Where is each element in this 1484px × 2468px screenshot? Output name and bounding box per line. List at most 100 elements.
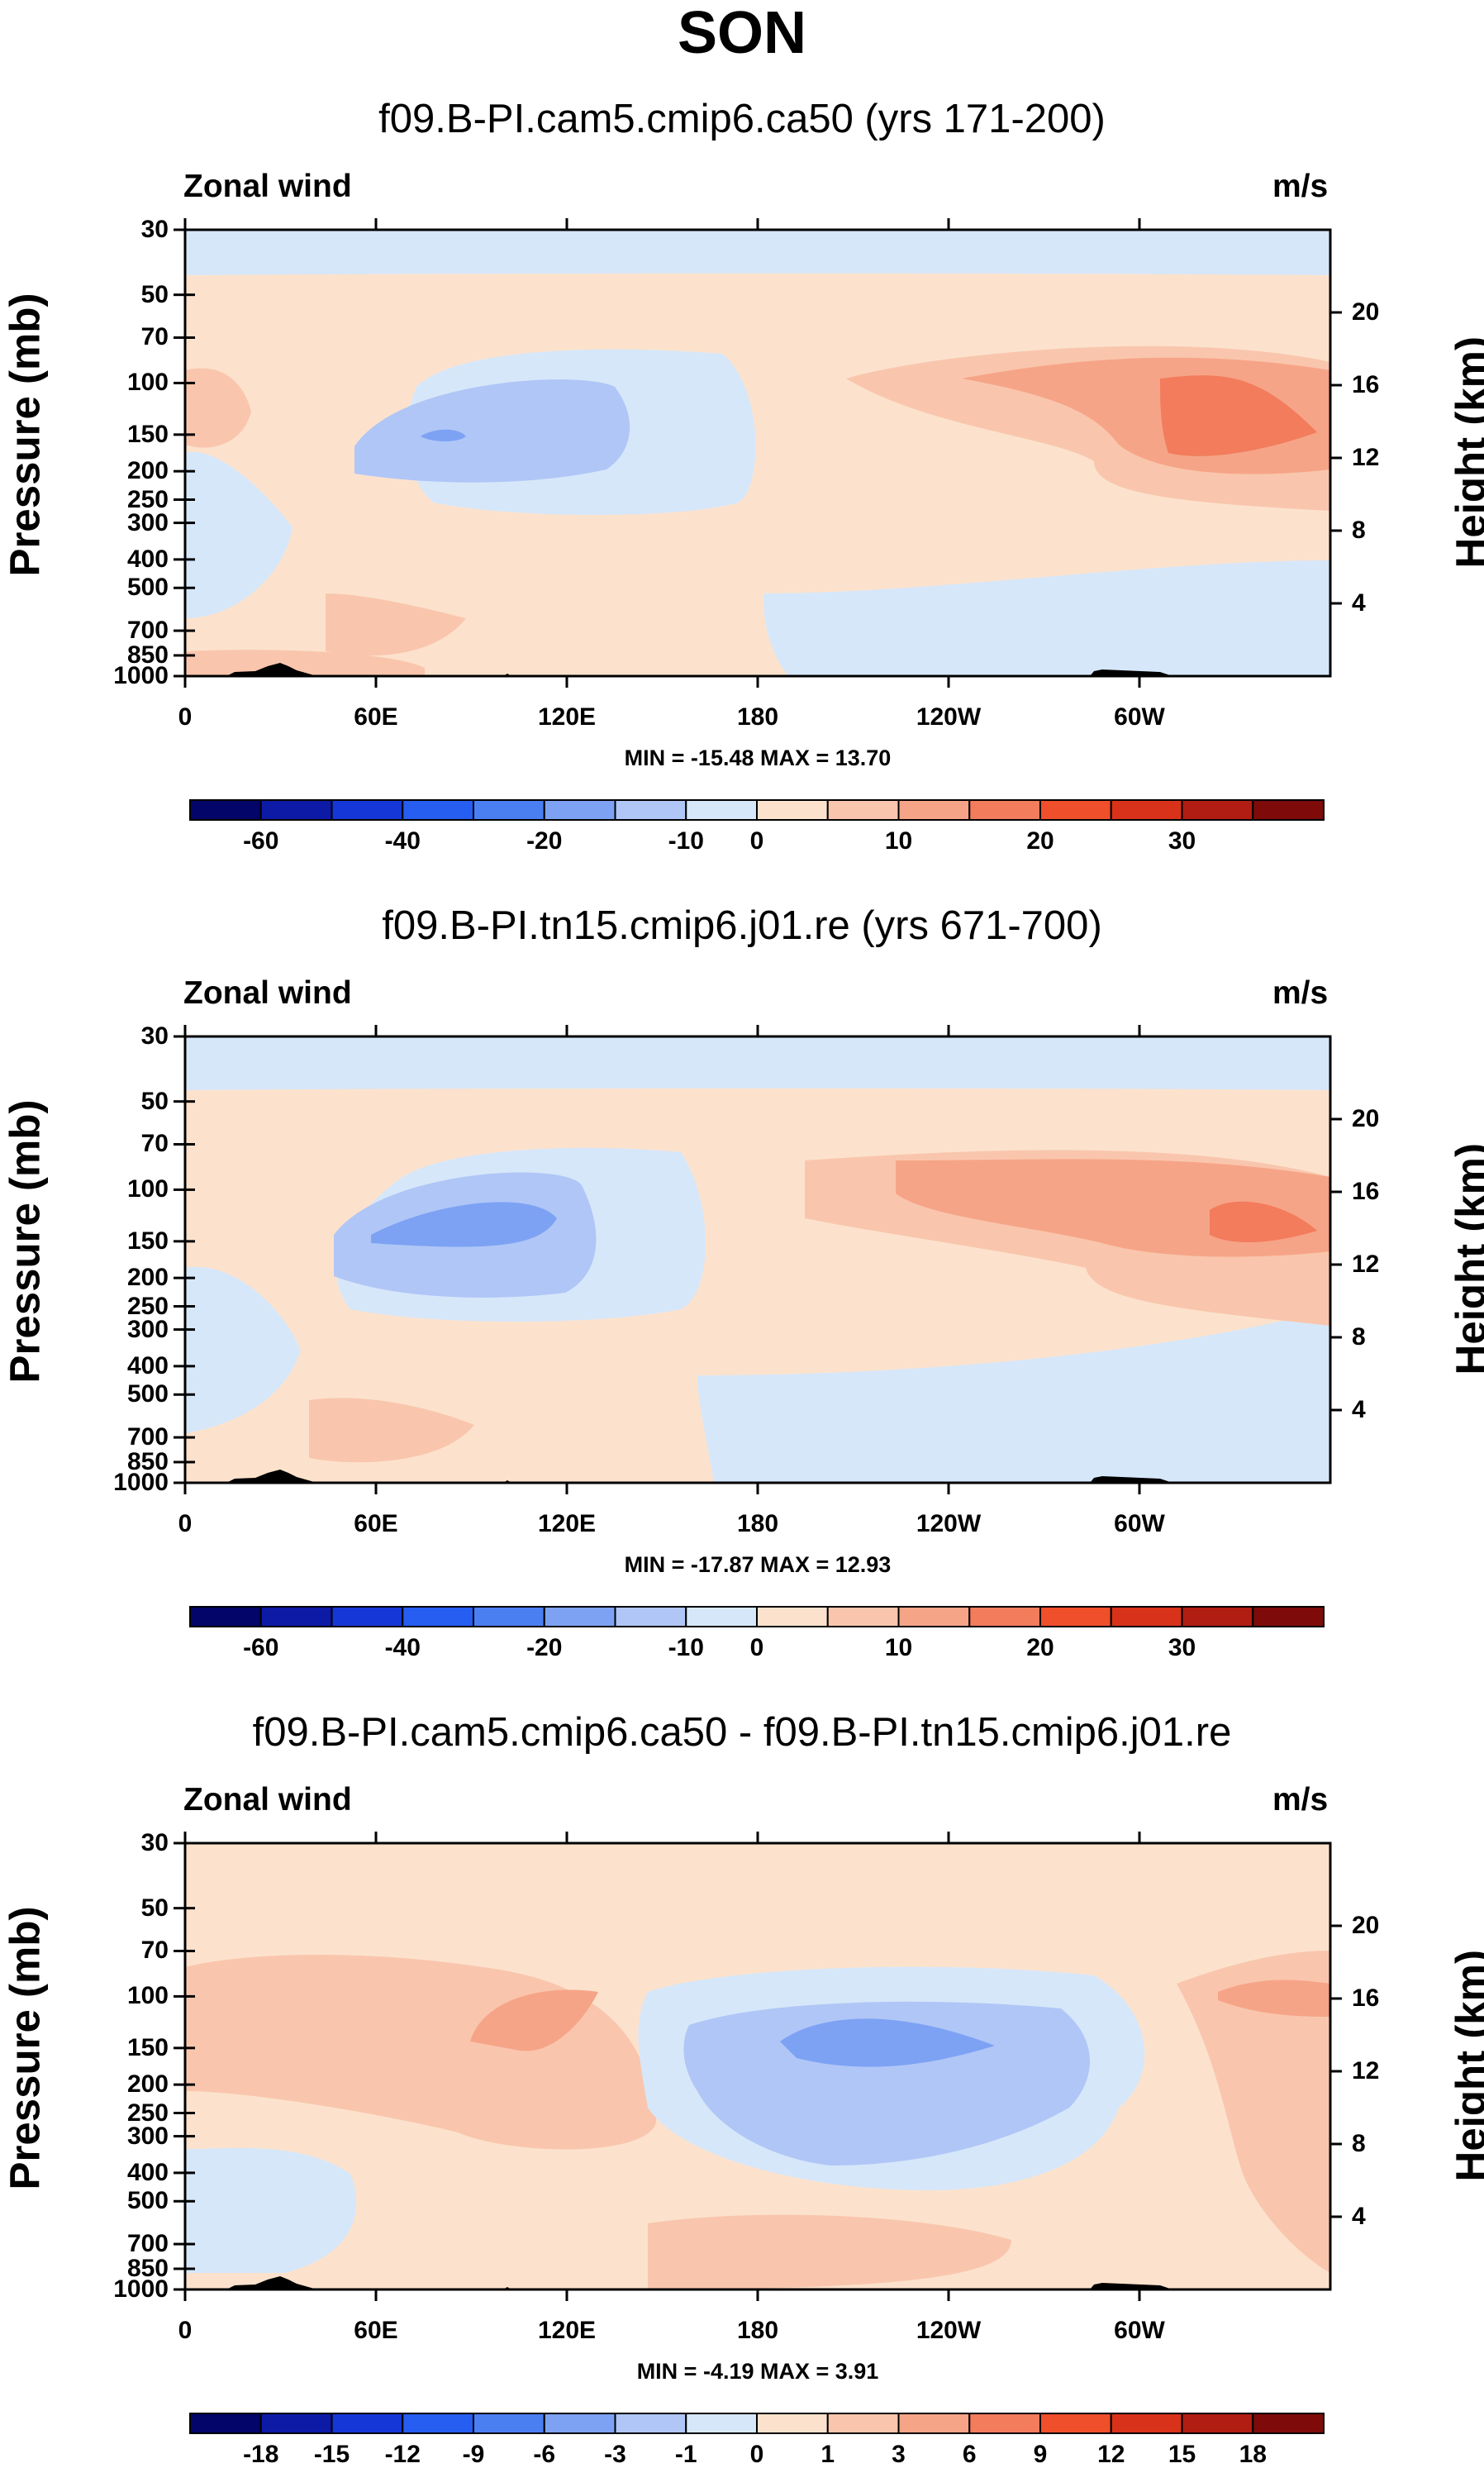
panel1-lon-tick-label: 60E <box>326 704 426 731</box>
panel1-colorbar-swatch <box>828 800 899 820</box>
panel1-height-tick-label: 8 <box>1352 517 1366 544</box>
panel1-colorbar-swatch <box>616 800 687 820</box>
panel1-pressure-tick-label: 30 <box>94 217 169 243</box>
panel2-colorbar-swatch <box>969 1607 1040 1627</box>
panel2-pressure-tick-label: 300 <box>94 1317 169 1343</box>
panel2-colorbar-swatch <box>473 1607 545 1627</box>
panel1-colorbar-swatch <box>1253 800 1324 820</box>
panel2-height-tick-label: 16 <box>1352 1179 1379 1205</box>
panel1-lon-tick-label: 0 <box>136 704 235 731</box>
panel1-pressure-tick-label: 300 <box>94 510 169 536</box>
panel3-lon-tick-label: 0 <box>136 2318 235 2344</box>
panel2-pressure-tick-label: 100 <box>94 1176 169 1203</box>
panel3-pressure-tick-label: 500 <box>94 2188 169 2214</box>
panel2-pressure-tick-label: 50 <box>94 1089 169 1115</box>
panel3-colorbar-label: -9 <box>440 2442 507 2468</box>
panel2-contour-region <box>185 1036 1330 1090</box>
panel2-colorbar-swatch <box>899 1607 970 1627</box>
panel3-colorbar-swatch <box>332 2413 403 2433</box>
panel1-contour-plot <box>185 230 1330 676</box>
panel3-lon-tick-label: 120E <box>517 2318 616 2344</box>
panel2-colorbar-label: 20 <box>1007 1635 1073 1661</box>
panel3-colorbar-label: 1 <box>795 2442 861 2468</box>
panel2-colorbar-swatch <box>1182 1607 1253 1627</box>
panel2-lon-tick-label: 60W <box>1090 1511 1189 1537</box>
panel2-title: f09.B-PI.tn15.cmip6.j01.re (yrs 671-700) <box>0 903 1484 949</box>
panel3-height-axis-title: Height (km) <box>1447 1967 1484 2182</box>
panel2-colorbar-label: -40 <box>369 1635 435 1661</box>
panel1-variable-label: Zonal wind <box>183 169 352 205</box>
panel3-pressure-tick-label: 400 <box>94 2160 169 2186</box>
panel3-colorbar-swatch <box>899 2413 970 2433</box>
panel2-pressure-tick-label: 400 <box>94 1353 169 1379</box>
panel3-colorbar-label: 3 <box>866 2442 932 2468</box>
panel3-colorbar-swatch <box>190 2413 261 2433</box>
panel3-colorbar-swatch <box>828 2413 899 2433</box>
panel1-colorbar-label: -40 <box>369 828 435 855</box>
panel3-height-tick-label: 16 <box>1352 1985 1379 2012</box>
panel3-colorbar-label: -6 <box>511 2442 578 2468</box>
panel2-colorbar-swatch <box>402 1607 473 1627</box>
panel1-colorbar-label: -10 <box>653 828 719 855</box>
panel1-contour-region <box>185 230 1330 275</box>
panel3-colorbar-swatch <box>616 2413 687 2433</box>
panel2-colorbar-swatch <box>686 1607 757 1627</box>
panel1-colorbar-swatch <box>757 800 828 820</box>
panel3-colorbar-swatch <box>545 2413 616 2433</box>
panel1-colorbar-swatch <box>473 800 545 820</box>
panel1-lon-tick-label: 120W <box>899 704 998 731</box>
panel3-lon-tick-label: 180 <box>708 2318 807 2344</box>
panel1-colorbar <box>188 798 1325 822</box>
panel2-lon-tick-label: 60E <box>326 1511 426 1537</box>
panel3-colorbar-swatch <box>757 2413 828 2433</box>
panel1-pressure-axis-title: Pressure (mb) <box>1 345 50 577</box>
panel2-pressure-tick-label: 70 <box>94 1131 169 1157</box>
panel3-lon-tick-label: 60W <box>1090 2318 1189 2344</box>
panel1-colorbar-label: -20 <box>511 828 578 855</box>
panel1-colorbar-swatch <box>1040 800 1111 820</box>
panel1-pressure-tick-label: 400 <box>94 546 169 573</box>
panel1-units-label: m/s <box>1272 169 1328 205</box>
panel2-colorbar-swatch <box>332 1607 403 1627</box>
panel2-colorbar-label: -20 <box>511 1635 578 1661</box>
panel1-colorbar-swatch <box>190 800 261 820</box>
panel3-pressure-tick-label: 200 <box>94 2071 169 2098</box>
panel1-lon-tick-label: 60W <box>1090 704 1189 731</box>
panel1-colorbar-label: 30 <box>1149 828 1215 855</box>
panel1-pressure-tick-label: 70 <box>94 324 169 350</box>
panel3-pressure-tick-label: 70 <box>94 1937 169 1964</box>
panel1-colorbar-label: -60 <box>228 828 294 855</box>
panel1-pressure-tick-label: 150 <box>94 422 169 448</box>
panel1-colorbar-label: 0 <box>724 828 790 855</box>
panel1-colorbar-swatch <box>969 800 1040 820</box>
panel2-pressure-tick-label: 500 <box>94 1381 169 1408</box>
panel3-colorbar-label: 12 <box>1078 2442 1144 2468</box>
panel2-colorbar-label: -10 <box>653 1635 719 1661</box>
panel3-height-tick-label: 8 <box>1352 2131 1366 2157</box>
panel3-height-tick-label: 20 <box>1352 1913 1379 1939</box>
panel2-pressure-tick-label: 30 <box>94 1023 169 1050</box>
panel2-pressure-axis-title: Pressure (mb) <box>1 1152 50 1384</box>
panel1-height-tick-label: 16 <box>1352 372 1379 398</box>
panel1-title: f09.B-PI.cam5.cmip6.ca50 (yrs 171-200) <box>0 96 1484 142</box>
panel3-colorbar-swatch <box>1182 2413 1253 2433</box>
panel3-colorbar-label: 6 <box>936 2442 1002 2468</box>
panel3-colorbar-label: -3 <box>583 2442 649 2468</box>
panel2-contour-plot <box>185 1036 1330 1483</box>
panel3-colorbar <box>188 2412 1325 2435</box>
panel1-min-max: MIN = -15.48 MAX = 13.70 <box>427 746 1088 770</box>
panel3-colorbar-label: 9 <box>1007 2442 1073 2468</box>
panel3-lon-tick-label: 60E <box>326 2318 426 2344</box>
panel2-colorbar-swatch <box>1040 1607 1111 1627</box>
panel2-lon-tick-label: 120E <box>517 1511 616 1537</box>
panel2-colorbar-swatch <box>1111 1607 1182 1627</box>
panel1-pressure-tick-label: 100 <box>94 369 169 396</box>
panel3-colorbar-label: 15 <box>1149 2442 1215 2468</box>
panel1-colorbar-swatch <box>332 800 403 820</box>
panel3-colorbar-swatch <box>261 2413 332 2433</box>
panel1-colorbar-swatch <box>1182 800 1253 820</box>
panel3-colorbar-swatch <box>969 2413 1040 2433</box>
panel3-colorbar-label: -12 <box>369 2442 435 2468</box>
panel2-height-tick-label: 12 <box>1352 1251 1379 1278</box>
panel2-pressure-tick-label: 200 <box>94 1265 169 1291</box>
